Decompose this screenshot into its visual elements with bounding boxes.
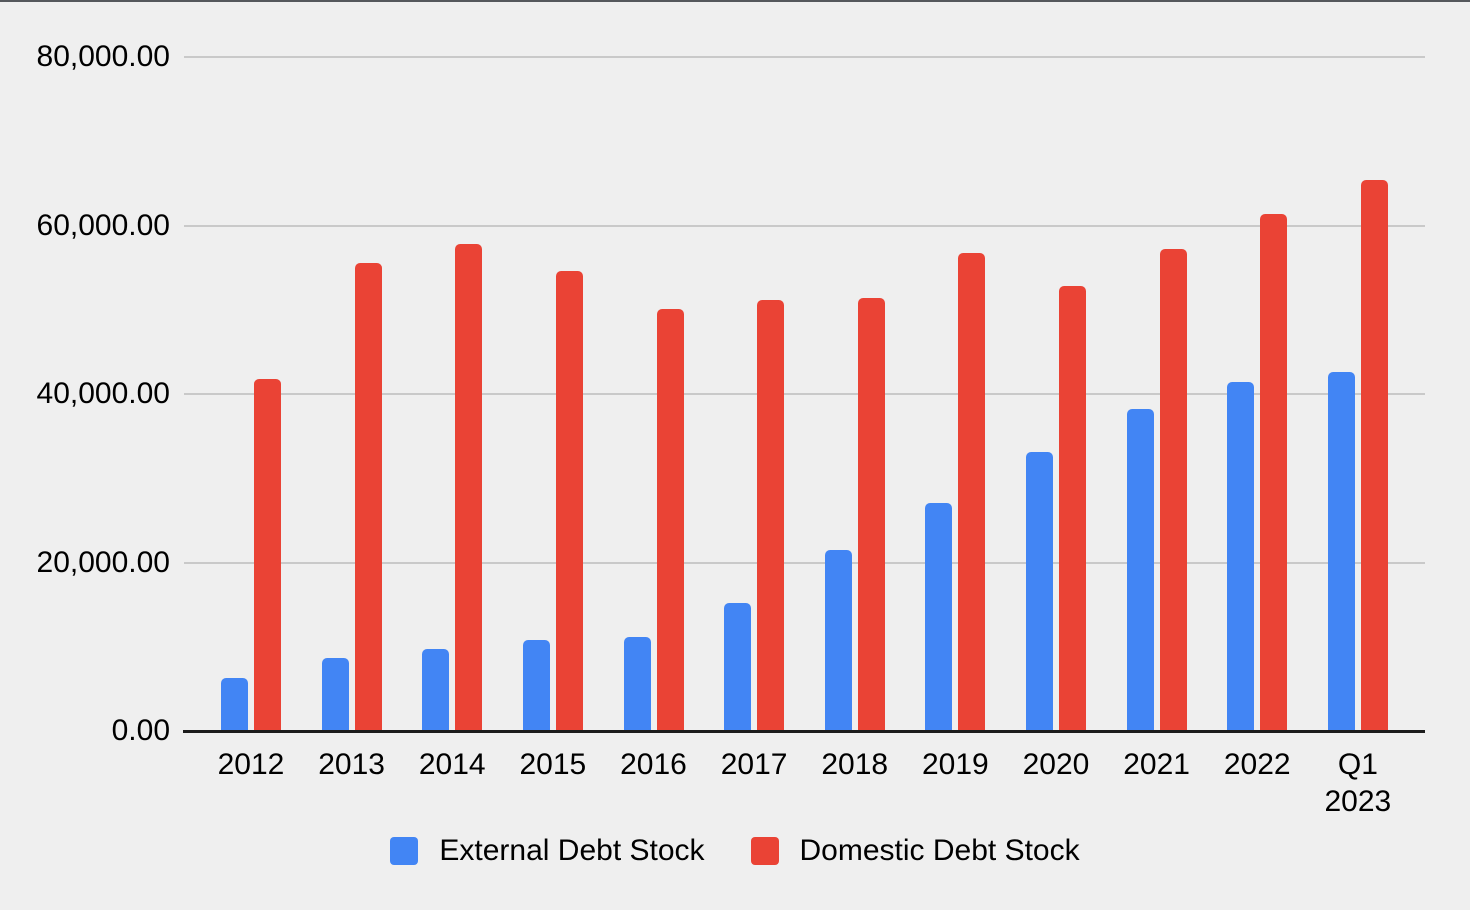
gridline-40-000-00: [184, 393, 1425, 395]
bar-external-debt-stock-2013: [321, 657, 349, 731]
bar-external-debt-stock-2016: [623, 637, 651, 731]
x-tick-line-2020: 2020: [1022, 748, 1090, 781]
x-tick-line-2012: 2012: [217, 748, 285, 781]
plot-area: 2012 2013 2014 2015 2016 2017 2018 2019 2020 2021…: [183, 56, 1425, 818]
x-tick-label-2016: 2016: [620, 746, 687, 783]
bar-domestic-debt-stock-2020: [1059, 285, 1086, 731]
bar-external-debt-stock-2014: [422, 649, 450, 731]
y-tick-label-60-000-00: 60,000.00: [36, 208, 170, 242]
legend-label-domestic-debt-stock: Domestic Debt Stock: [799, 834, 1080, 867]
bar-domestic-debt-stock-2021: [1159, 248, 1187, 731]
bar-external-debt-stock-2021: [1126, 408, 1154, 731]
x-tick-label-2012: 2012: [218, 746, 285, 783]
bar-external-debt-stock-q1-2023: [1327, 372, 1355, 731]
y-tick-label-40-000-00: 40,000.00: [36, 377, 170, 410]
bar-domestic-debt-stock-2022: [1260, 213, 1288, 731]
bar-external-debt-stock-2018: [824, 549, 852, 731]
x-tick-label-2015: 2015: [520, 746, 587, 783]
bar-group-2014: 2014: [419, 57, 486, 781]
bar-domestic-debt-stock-2013: [354, 263, 382, 731]
bar-domestic-debt-stock-2016: [656, 308, 684, 731]
bar-group-q1-2023: Q1 2023: [1325, 57, 1391, 818]
bar-domestic-debt-stock-2014: [455, 244, 483, 731]
x-tick-line-2014: 2014: [418, 748, 486, 781]
bar-group-2022: 2022: [1224, 57, 1291, 781]
bar-external-debt-stock-2020: [1026, 451, 1053, 731]
x-tick-label-2022: 2022: [1224, 746, 1291, 783]
legend-swatch-domestic-debt-stock: [750, 837, 779, 865]
bar-group-2016: 2016: [620, 57, 687, 781]
x-tick-line-2017: 2017: [720, 748, 788, 781]
y-tick-label-20-000-00: 20,000.00: [36, 545, 170, 579]
legend-label-external-debt-stock: External Debt Stock: [439, 834, 705, 867]
bar-group-2015: 2015: [520, 57, 586, 781]
x-tick-label-2017: 2017: [721, 746, 788, 783]
bar-group-2021: 2021: [1123, 57, 1190, 781]
bar-group-2020: 2020: [1023, 57, 1089, 781]
y-axis-labels: 0.00 20,000.00 40,000.00 60,000.00 80,000.00: [0, 42, 170, 746]
window-top-edge: [0, 0, 1470, 2]
y-tick-label-80-000-00: 80,000.00: [36, 40, 170, 73]
gridline-60-000-00: [184, 224, 1425, 227]
x-tick-line-2022: 2022: [1223, 748, 1291, 781]
x-tick-label-2020: 2020: [1023, 746, 1090, 783]
x-tick-label-2013: 2013: [318, 746, 385, 783]
bar-external-debt-stock-2022: [1227, 381, 1255, 731]
bar-domestic-debt-stock-2012: [254, 378, 281, 731]
bar-group-2017: 2017: [721, 57, 788, 781]
x-tick-label-q1-2023: Q1 2023: [1325, 746, 1392, 820]
y-tick-label-0-00: 0.00: [111, 714, 170, 747]
bar-group-2013: 2013: [318, 57, 385, 781]
bar-domestic-debt-stock-2017: [757, 299, 785, 731]
bar-domestic-debt-stock-2015: [555, 271, 583, 731]
bar-domestic-debt-stock-q1-2023: [1360, 180, 1388, 731]
x-tick-line-2015: 2015: [519, 748, 587, 781]
x-tick-line-2018: 2018: [821, 748, 889, 781]
x-tick-line-2013: 2013: [318, 748, 385, 781]
bar-external-debt-stock-2012: [221, 677, 248, 731]
x-tick-label-2019: 2019: [922, 746, 989, 783]
x-tick-line-2019: 2019: [922, 748, 989, 781]
gridline-20-000-00: [184, 561, 1425, 564]
legend-item-external-debt-stock: External Debt Stock: [390, 834, 705, 867]
bar-external-debt-stock-2019: [925, 502, 953, 731]
bar-external-debt-stock-2017: [724, 602, 752, 731]
x-tick-line-2023: 2023: [1324, 785, 1392, 818]
bar-group-2012: 2012: [218, 57, 284, 781]
x-axis-line: [183, 730, 1425, 733]
x-tick-line-q1: Q1: [1337, 748, 1378, 781]
bar-domestic-debt-stock-2018: [857, 297, 885, 731]
legend-item-domestic-debt-stock: Domestic Debt Stock: [750, 834, 1080, 867]
x-tick-label-2021: 2021: [1123, 746, 1190, 783]
x-tick-label-2018: 2018: [821, 746, 888, 783]
legend: External Debt Stock Domestic Debt Stock: [0, 836, 1470, 866]
gridline-80-000-00: [184, 56, 1425, 58]
bar-group-2018: 2018: [821, 57, 888, 781]
bar-external-debt-stock-2015: [522, 640, 550, 731]
x-tick-label-2014: 2014: [419, 746, 486, 783]
x-tick-line-2016: 2016: [620, 748, 687, 781]
bar-group-2019: 2019: [922, 57, 989, 781]
bars-row: 2012 2013 2014 2015 2016 2017 2018 2019 2020 2021…: [184, 57, 1425, 818]
bar-domestic-debt-stock-2019: [958, 252, 986, 731]
legend-swatch-external-debt-stock: [390, 837, 419, 865]
x-tick-line-2021: 2021: [1123, 748, 1190, 781]
